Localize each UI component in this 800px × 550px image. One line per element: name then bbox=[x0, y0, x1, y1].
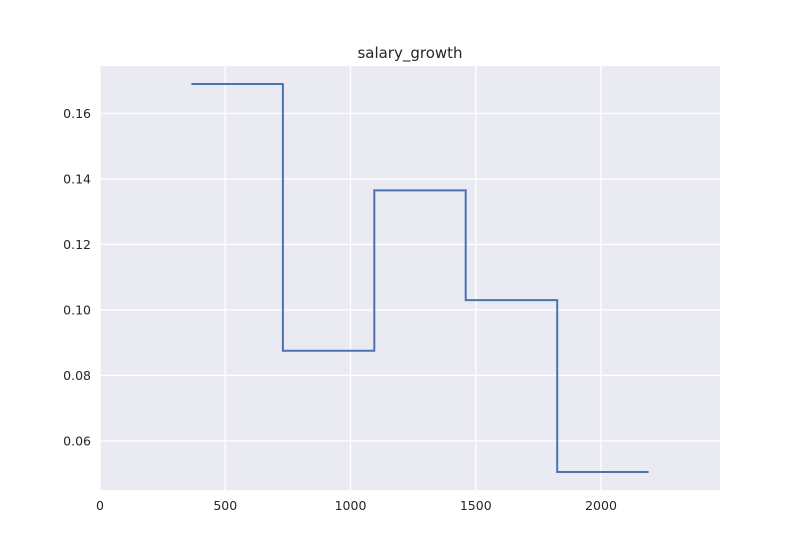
y-tick-label: 0.06 bbox=[63, 433, 91, 448]
y-tick-label: 0.16 bbox=[63, 106, 91, 121]
x-axis-ticks: 0 500 1000 1500 2000 bbox=[96, 498, 617, 513]
series-line bbox=[191, 83, 649, 473]
y-tick-label: 0.12 bbox=[63, 237, 91, 252]
y-axis-ticks: 0.06 0.08 0.10 0.12 0.14 0.16 bbox=[63, 106, 91, 448]
x-tick-label: 2000 bbox=[585, 498, 617, 513]
x-tick-label: 1500 bbox=[460, 498, 492, 513]
y-tick-label: 0.10 bbox=[63, 302, 91, 317]
chart-title: salary_growth bbox=[357, 44, 462, 63]
x-tick-label: 0 bbox=[96, 498, 104, 513]
y-tick-label: 0.14 bbox=[63, 171, 91, 186]
plot-background bbox=[100, 66, 720, 490]
x-tick-label: 1000 bbox=[335, 498, 367, 513]
y-tick-label: 0.08 bbox=[63, 368, 91, 383]
grid bbox=[99, 66, 720, 490]
series bbox=[191, 83, 649, 473]
x-tick-label: 500 bbox=[213, 498, 237, 513]
